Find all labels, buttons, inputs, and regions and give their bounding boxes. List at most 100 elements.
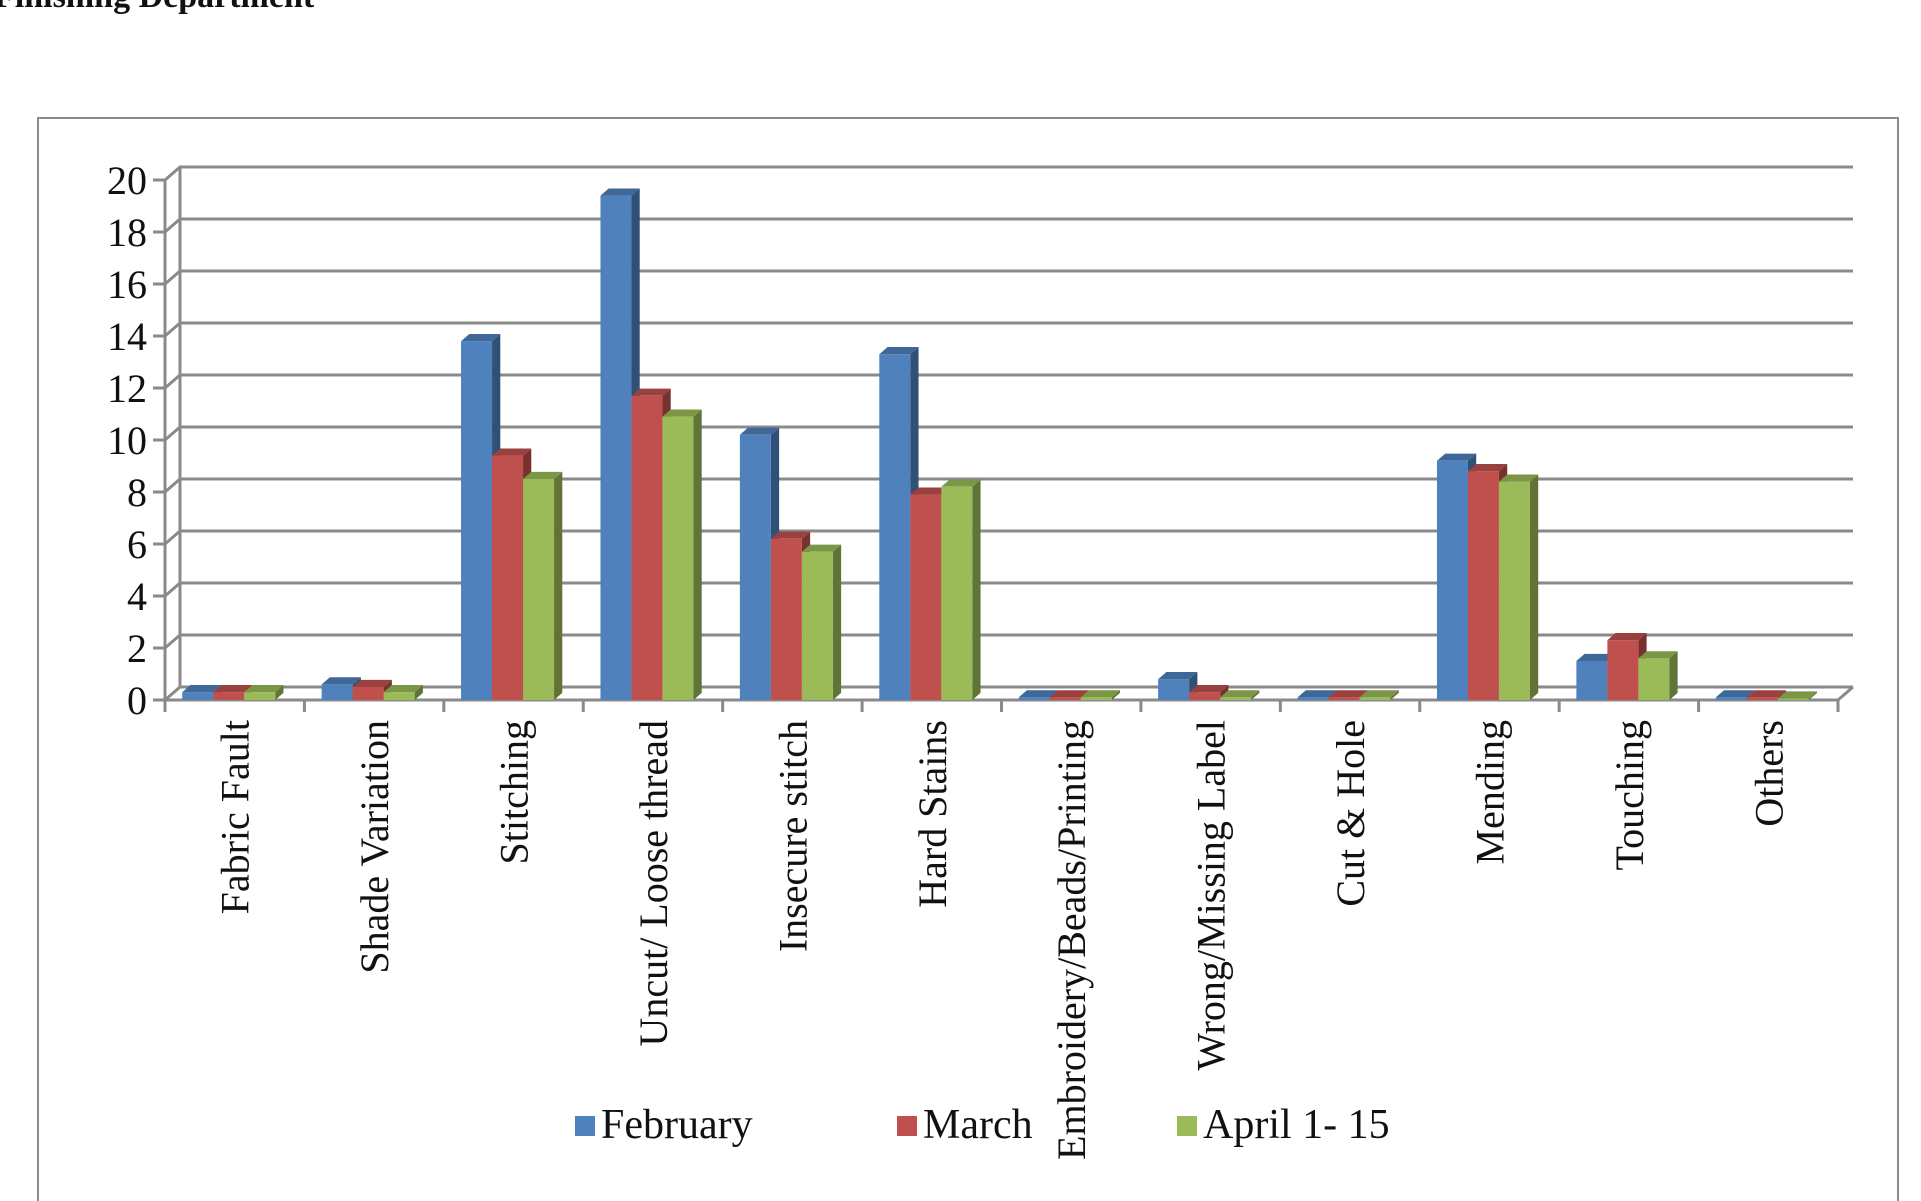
y-tick-label: 2 xyxy=(127,626,147,671)
legend-swatch xyxy=(897,1116,917,1136)
category-label: Uncut/ Loose thread xyxy=(631,720,676,1047)
bar-top-face xyxy=(770,531,811,539)
category-label: Hard Stains xyxy=(910,720,955,908)
category-label: Touching xyxy=(1607,720,1652,871)
bar-top-face xyxy=(213,685,253,693)
y-tick-label: 8 xyxy=(127,470,147,515)
bar-front-face xyxy=(383,692,415,700)
bar-top-face xyxy=(1297,690,1337,698)
bar-top-face xyxy=(492,448,532,456)
bar-top-face xyxy=(662,409,702,417)
bar-top-face xyxy=(182,685,222,693)
bar-top-face xyxy=(1220,690,1260,698)
bar-top-face xyxy=(879,347,919,355)
bar-top-face xyxy=(600,188,640,196)
bar-top-face xyxy=(941,479,981,487)
bar-side-face xyxy=(554,471,563,700)
bar-front-face xyxy=(941,486,973,700)
bar-front-face xyxy=(1049,697,1081,700)
bar-front-face xyxy=(1328,697,1360,700)
bar-top-face xyxy=(1498,474,1539,482)
category-label: Fabric Fault xyxy=(213,720,258,914)
y-tick-label: 4 xyxy=(127,574,147,619)
bar-top-face xyxy=(1158,672,1198,680)
legend-label: April 1- 15 xyxy=(1203,1102,1390,1148)
y-tick-label: 0 xyxy=(127,678,147,723)
bar-april-1-15-11 xyxy=(1777,691,1818,700)
legend: February March April 1- 15 xyxy=(575,1102,1390,1148)
bar-april-1-15-8 xyxy=(1359,690,1399,700)
floor-right-edge xyxy=(1837,685,1854,702)
bar-front-face xyxy=(1018,697,1050,700)
bar-side-face xyxy=(414,685,423,700)
bar-february-3 xyxy=(600,188,640,700)
bar-top-face xyxy=(631,388,671,396)
bar-top-face xyxy=(1746,690,1787,698)
y-tick-label: 10 xyxy=(107,418,147,463)
bar-side-face xyxy=(832,544,842,700)
bar-front-face xyxy=(1467,471,1499,700)
bar-front-face xyxy=(523,479,555,700)
bar-april-1-15-5 xyxy=(941,479,981,700)
legend-item-1: March xyxy=(897,1102,1033,1148)
bar-side-face xyxy=(1669,651,1678,700)
bar-front-face xyxy=(631,395,663,700)
bar-top-face xyxy=(1467,464,1508,472)
bar-front-face xyxy=(770,538,802,700)
bar-top-face xyxy=(244,685,284,693)
bar-front-face xyxy=(461,341,493,700)
axes xyxy=(163,167,1854,712)
bar-top-face xyxy=(1018,690,1058,698)
bar-april-1-15-1 xyxy=(383,685,423,700)
y-tick-labels: 0 2 4 6 8 10 12 14 16 18 20 xyxy=(107,158,165,723)
bar-top-face xyxy=(910,487,950,495)
bar-side-face xyxy=(275,685,284,700)
bar-top-face xyxy=(1777,691,1818,699)
bar-side-face xyxy=(1529,474,1539,700)
bar-front-face xyxy=(600,195,632,700)
legend-swatch xyxy=(575,1116,595,1136)
bar-top-face xyxy=(321,677,361,685)
bar-front-face xyxy=(1297,697,1329,700)
y-tick-label: 6 xyxy=(127,522,147,567)
bar-february-1 xyxy=(321,677,361,700)
bar-april-1-15-2 xyxy=(523,471,563,700)
bar-front-face xyxy=(213,692,245,700)
bars xyxy=(182,188,1818,700)
bar-side-face xyxy=(1390,690,1399,700)
bar-april-1-15-6 xyxy=(1080,690,1120,700)
bar-front-face xyxy=(1746,697,1778,700)
bar-top-face xyxy=(801,544,842,552)
bar-april-1-15-3 xyxy=(662,409,702,700)
bar-top-face xyxy=(1607,633,1647,641)
y-tick-label: 20 xyxy=(107,158,147,203)
bar-front-face xyxy=(1576,661,1608,700)
bar-side-face xyxy=(1251,690,1260,700)
bar-side-face xyxy=(693,409,702,700)
bar-top-face xyxy=(1080,690,1120,698)
bar-front-face xyxy=(182,692,214,700)
category-label: Insecure stitch xyxy=(770,720,815,952)
page-heading: Finishing Department xyxy=(0,0,314,16)
bar-front-face xyxy=(739,434,771,700)
bar-top-face xyxy=(461,334,501,342)
bar-side-face xyxy=(1808,691,1818,700)
bar-front-face xyxy=(1436,460,1468,700)
category-label: Shade Variation xyxy=(352,720,397,974)
category-label: Mending xyxy=(1467,720,1512,864)
bar-february-7 xyxy=(1158,672,1198,700)
bar-top-face xyxy=(1436,453,1477,461)
bar-front-face xyxy=(1498,481,1530,700)
legend-item-0: February xyxy=(575,1102,753,1148)
bar-front-face xyxy=(1158,679,1190,700)
bar-front-face xyxy=(1715,697,1747,700)
bar-front-face xyxy=(321,684,353,700)
y-tick-label: 14 xyxy=(107,314,147,359)
legend-label: March xyxy=(923,1102,1033,1148)
category-label: Embroidery/Beads/Printing xyxy=(1049,720,1094,1160)
bar-front-face xyxy=(910,494,942,700)
bar-front-face xyxy=(1220,697,1252,700)
legend-item-2: April 1- 15 xyxy=(1177,1102,1390,1148)
